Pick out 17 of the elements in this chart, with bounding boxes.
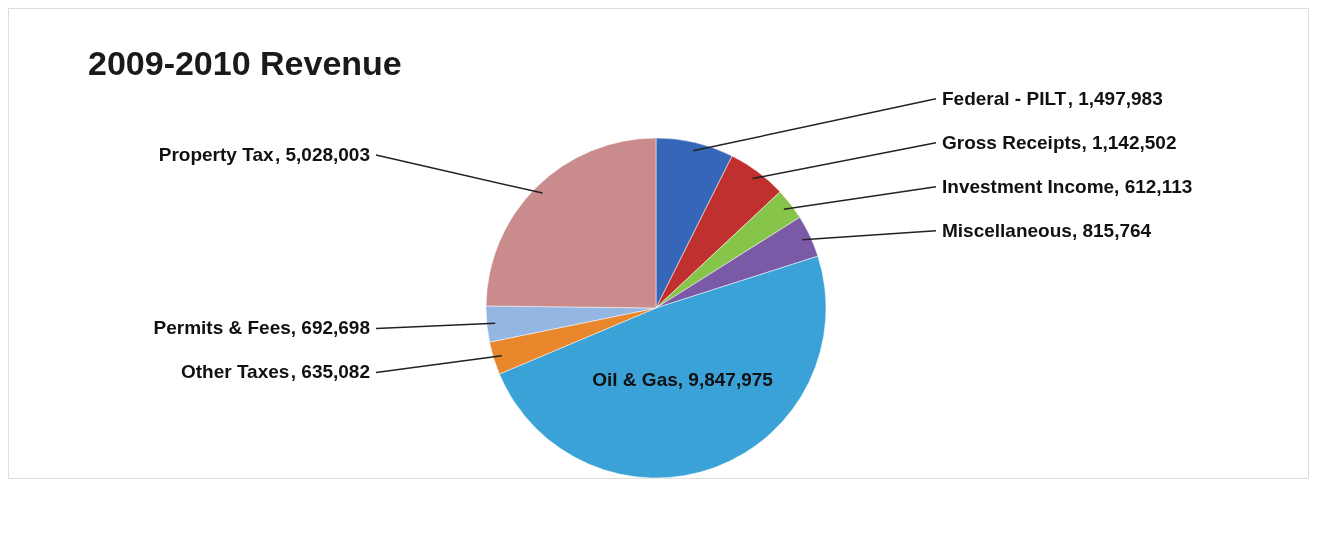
- slice-label: Permits & Fees: [153, 317, 291, 339]
- slice-label: Gross Receipts: [942, 131, 1082, 153]
- data-label: , 815,764: [1071, 219, 1152, 241]
- slice-label: Miscellaneous: [942, 219, 1072, 241]
- data-label: , 1,497,983: [1067, 87, 1163, 109]
- chart-title: 2009-2010 Revenue: [88, 44, 402, 82]
- data-label: , 612,113: [1114, 175, 1193, 197]
- slice-label: Oil & Gas: [592, 368, 678, 390]
- data-label: , 5,028,003: [274, 144, 371, 166]
- slice-label: Investment Income: [942, 175, 1115, 197]
- slice-label: Federal - PILT: [942, 87, 1067, 109]
- data-label: , 635,082: [290, 361, 371, 383]
- slice-label: Property Tax: [158, 144, 274, 166]
- slice-label: Other Taxes: [180, 361, 290, 383]
- data-label: , 1,142,502: [1081, 131, 1177, 153]
- data-label: , 9,847,975: [677, 368, 774, 390]
- data-label: , 692,698: [290, 317, 371, 339]
